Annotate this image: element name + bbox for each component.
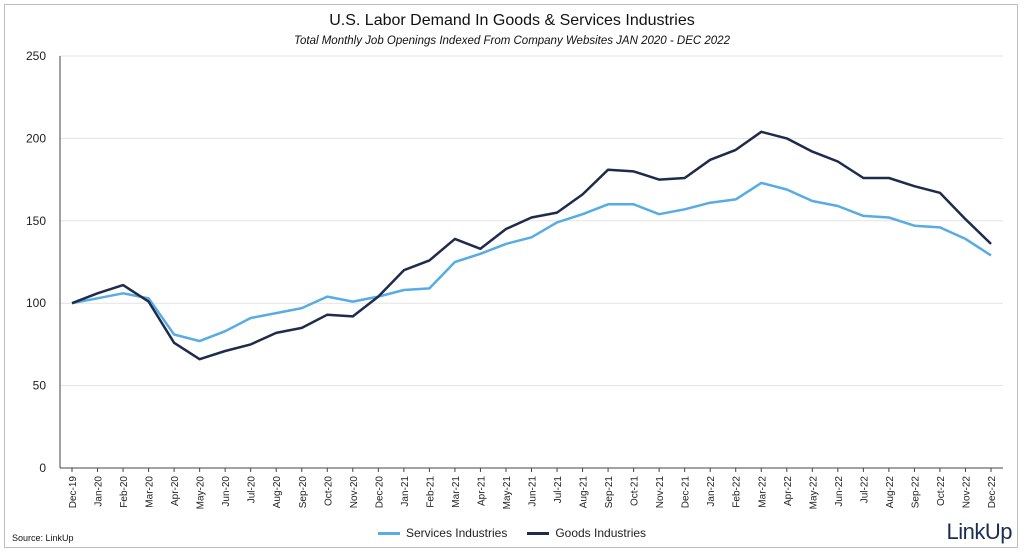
x-tick-label: Aug-21	[579, 476, 590, 509]
y-tick-label: 100	[26, 296, 46, 310]
x-tick-label: Dec-21	[681, 476, 692, 509]
x-tick-label: Mar-21	[451, 476, 462, 508]
x-tick-label: Sep-22	[910, 476, 921, 509]
x-tick-label: Aug-20	[272, 476, 283, 509]
y-tick-label: 50	[33, 379, 47, 393]
x-tick-label: Jan-20	[94, 476, 105, 507]
legend: Services Industries Goods Industries	[0, 526, 1024, 540]
x-tick-label: May-20	[196, 476, 207, 510]
legend-swatch-services	[377, 531, 400, 535]
chart-title: U.S. Labor Demand In Goods & Services In…	[329, 12, 695, 29]
x-tick-label: May-22	[808, 476, 819, 510]
x-tick-label: Jul-20	[247, 476, 258, 504]
x-tick-label: Oct-22	[936, 476, 947, 506]
chart-frame	[4, 4, 1018, 548]
x-tick-label: Feb-22	[732, 476, 743, 508]
x-tick-label: Sep-20	[298, 476, 309, 509]
services-series-line	[71, 181, 992, 343]
legend-item-goods: Goods Industries	[527, 526, 646, 540]
x-tick-label: Aug-22	[885, 476, 896, 509]
x-tick-label: Feb-20	[119, 476, 130, 508]
x-tick-label: Feb-21	[425, 476, 436, 508]
x-tick-label: Mar-20	[145, 476, 156, 508]
x-tick-label: Jun-21	[528, 476, 539, 507]
legend-item-services: Services Industries	[377, 526, 508, 540]
x-tick-label: Jun-20	[221, 476, 232, 507]
y-tick-label: 0	[39, 461, 46, 475]
x-tick-label: Oct-21	[630, 476, 641, 506]
x-tick-label: Oct-20	[323, 476, 334, 506]
x-tick-label: Jan-21	[400, 476, 411, 507]
x-tick-label: May-21	[502, 476, 513, 510]
chart-subtitle: Total Monthly Job Openings Indexed From …	[294, 35, 730, 47]
x-tick-label: Jul-22	[859, 476, 870, 504]
linkup-logo: LinkUp	[946, 519, 1013, 544]
x-tick-label: Jan-22	[706, 476, 717, 507]
x-tick-label: Dec-20	[374, 476, 385, 509]
legend-swatch-goods	[527, 531, 550, 535]
legend-label-goods: Goods Industries	[555, 526, 647, 540]
x-tick-label: Mar-22	[757, 476, 768, 508]
y-tick-label: 250	[26, 49, 46, 63]
x-tick-label: Apr-22	[783, 476, 794, 506]
source-note: Source: LinkUp	[12, 533, 74, 543]
legend-label-services: Services Industries	[405, 526, 508, 540]
x-tick-label: Nov-22	[961, 476, 972, 509]
x-tick-label: Nov-21	[655, 476, 666, 509]
x-tick-label: Jul-21	[553, 476, 564, 504]
x-tick-label: Sep-21	[604, 476, 615, 509]
x-tick-label: Nov-20	[349, 476, 360, 509]
x-tick-label: Dec-22	[987, 476, 998, 509]
x-tick-label: Dec-19	[68, 476, 79, 509]
x-tick-label: Apr-21	[476, 476, 487, 506]
x-tick-label: Jun-22	[834, 476, 845, 507]
goods-series-line	[71, 130, 992, 361]
y-tick-label: 150	[26, 214, 46, 228]
x-tick-label: Apr-20	[170, 476, 181, 506]
y-tick-label: 200	[26, 131, 46, 145]
